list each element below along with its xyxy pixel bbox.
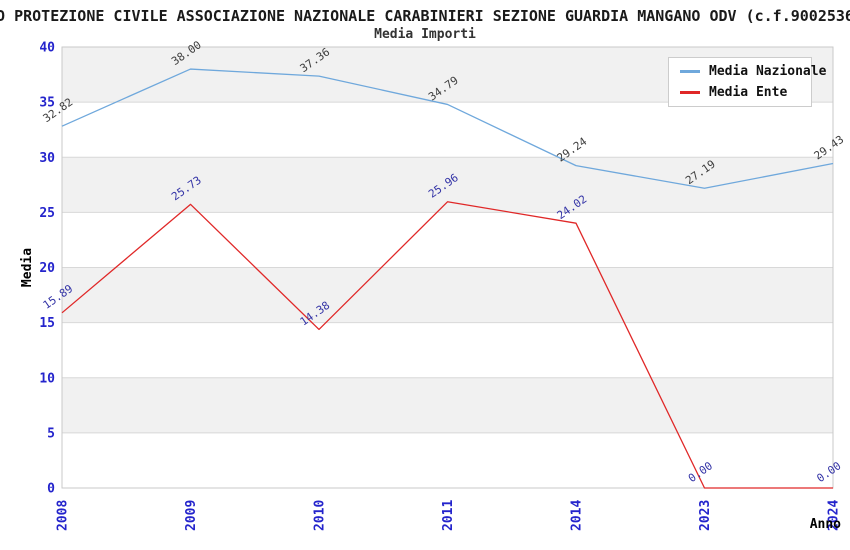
series-line-media-nazionale [61, 68, 834, 189]
legend-item-media-ente: Media Ente [680, 85, 811, 100]
y-axis-title: Media [20, 248, 35, 287]
y-tick-label: 5 [47, 426, 55, 441]
y-tick-label: 0 [47, 482, 55, 497]
x-tick-label: 2008 [56, 500, 71, 531]
plot-band [62, 377, 833, 433]
media-nazionale-line-swatch [680, 70, 700, 73]
y-tick-label: 10 [39, 371, 55, 386]
x-tick-label: 2023 [698, 500, 713, 531]
chart-title: O PROTEZIONE CIVILE ASSOCIAZIONE NAZIONA… [0, 7, 850, 25]
x-tick-label: 2009 [184, 500, 199, 531]
value-label: 0.00 [814, 459, 843, 485]
legend: Media Nazionale Media Ente [668, 57, 826, 107]
legend-label-media-ente: Media Ente [709, 85, 788, 100]
media-ente-line-swatch [680, 91, 700, 94]
y-tick-label: 30 [39, 151, 55, 166]
legend-item-media-nazionale: Media Nazionale [680, 64, 826, 79]
legend-label-media-nazionale: Media Nazionale [709, 64, 827, 79]
plot-frame [61, 46, 834, 489]
x-tick-label: 2011 [441, 500, 456, 531]
y-tick-label: 35 [39, 96, 55, 111]
chart-subtitle: Media Importi [374, 27, 476, 42]
x-tick-label: 2014 [570, 500, 585, 531]
y-tick-label: 25 [39, 206, 55, 221]
y-tick-label: 40 [39, 41, 55, 56]
plot-band [62, 157, 833, 213]
x-tick-label: 2024 [827, 500, 842, 531]
y-tick-label: 20 [39, 261, 55, 276]
plot-band [62, 267, 833, 323]
series-line-media-ente [61, 201, 833, 489]
x-tick-label: 2010 [313, 500, 328, 531]
y-tick-label: 15 [39, 316, 55, 331]
x-axis-title: Anno [810, 517, 841, 532]
